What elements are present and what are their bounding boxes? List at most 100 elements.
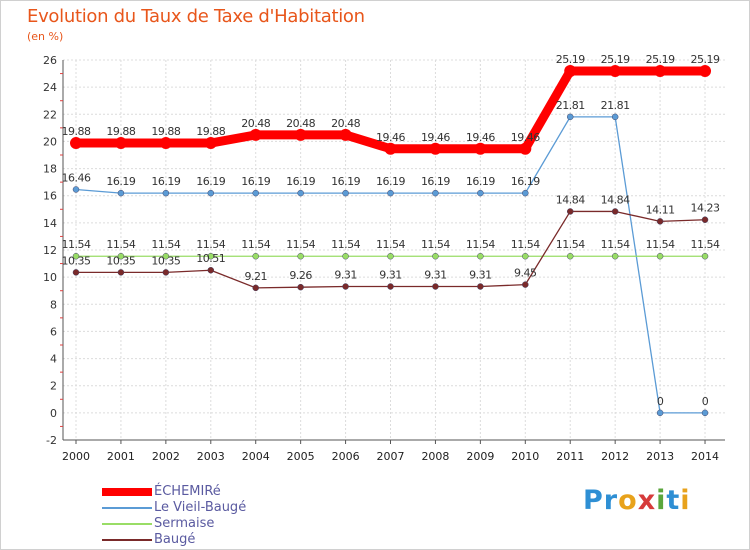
data-point — [477, 283, 484, 290]
data-label-layer: 19.88 19.88 19.88 19.88 20.48 20.48 20.48 19.46… — [62, 53, 721, 408]
data-label: 11.54 — [106, 238, 135, 251]
data-label: 16.19 — [286, 175, 315, 188]
data-label: 16.19 — [151, 175, 180, 188]
data-label: 19.88 — [62, 125, 91, 138]
data-label: 11.54 — [466, 238, 495, 251]
x-tick-label: 2001 — [107, 450, 135, 463]
data-label: 16.19 — [331, 175, 360, 188]
y-tick-label: 0 — [50, 407, 57, 420]
data-label: 10.35 — [62, 254, 91, 267]
data-point — [114, 137, 127, 150]
data-label: 19.46 — [376, 131, 405, 144]
data-point — [207, 189, 215, 197]
y-tick-label: 6 — [50, 325, 57, 338]
y-tick-label: 20 — [43, 135, 57, 148]
y-tick-label: 10 — [43, 271, 57, 284]
data-point — [432, 252, 439, 260]
logo-letter: r — [603, 485, 619, 516]
data-label: 9.31 — [379, 269, 402, 282]
data-point — [72, 252, 80, 260]
data-point — [474, 142, 487, 155]
logo-letter: i — [680, 485, 691, 516]
y-tick-label: -2 — [46, 434, 57, 447]
y-tick-label: 16 — [43, 190, 57, 203]
data-point — [701, 252, 709, 260]
data-point — [387, 189, 394, 197]
data-point — [117, 189, 125, 197]
data-point — [432, 189, 439, 197]
data-label: 20.48 — [286, 117, 315, 130]
data-point — [204, 137, 217, 150]
y-tick-label: 4 — [50, 353, 57, 366]
data-point — [297, 283, 304, 291]
data-label: 19.46 — [421, 131, 450, 144]
legend-label: Le Vieil-Baugé — [154, 500, 247, 515]
y-tick-label: 14 — [43, 217, 57, 230]
data-label: 20.48 — [241, 117, 270, 130]
data-point — [297, 252, 304, 260]
data-label: 11.54 — [151, 238, 180, 251]
data-label: 11.54 — [241, 238, 270, 251]
data-point — [564, 64, 577, 77]
data-point — [342, 283, 349, 290]
y-tick-label: 22 — [43, 108, 57, 121]
data-label: 10.35 — [151, 254, 180, 267]
x-tick-label: 2014 — [691, 450, 719, 463]
data-label: 16.46 — [62, 171, 91, 184]
data-label: 19.88 — [151, 125, 180, 138]
data-label: 11.54 — [691, 238, 720, 251]
data-point — [162, 189, 170, 197]
x-tick-label: 2012 — [601, 450, 629, 463]
data-point — [117, 252, 125, 260]
x-tick-label: 2000 — [62, 450, 90, 463]
data-point — [387, 283, 394, 290]
data-point — [522, 252, 529, 260]
data-label: 14.23 — [691, 202, 720, 215]
data-point — [339, 128, 352, 141]
data-point — [566, 113, 574, 121]
data-point — [70, 137, 82, 150]
data-point — [207, 266, 215, 274]
data-point — [72, 186, 80, 193]
x-tick-label: 2002 — [152, 450, 180, 463]
data-point — [252, 189, 259, 197]
data-label: 19.88 — [106, 125, 135, 138]
data-label: 9.31 — [469, 269, 492, 282]
x-tick-label: 2006 — [332, 450, 360, 463]
legend-label: ÉCHEMIRé — [154, 484, 221, 499]
logo-letter: x — [637, 485, 657, 516]
data-label: 25.19 — [601, 53, 630, 66]
data-label: 9.26 — [289, 269, 312, 282]
data-point — [566, 252, 574, 260]
legend-label: Sermaise — [154, 516, 215, 531]
data-label: 25.19 — [691, 53, 720, 66]
data-point — [249, 128, 262, 141]
data-label: 21.81 — [556, 99, 585, 112]
data-point — [162, 252, 170, 260]
y-tick-label: 2 — [50, 380, 57, 393]
data-label: 11.54 — [601, 238, 630, 251]
chart-title: Evolution du Taux de Taxe d'Habitation — [27, 6, 365, 27]
x-tick-label: 2010 — [511, 450, 539, 463]
x-tick-label: 2005 — [287, 450, 315, 463]
data-point — [566, 208, 574, 215]
data-label: 19.88 — [196, 125, 225, 138]
data-label: 9.31 — [424, 269, 447, 282]
data-label: 9.21 — [244, 270, 267, 283]
legend-swatch — [102, 507, 152, 509]
data-point — [429, 142, 442, 155]
data-label: 16.19 — [196, 175, 225, 188]
data-label: 9.31 — [334, 269, 357, 282]
y-tick-label: 12 — [43, 244, 57, 257]
data-point — [342, 189, 349, 197]
data-label: 11.54 — [646, 238, 675, 251]
y-tick-label: 24 — [43, 81, 57, 94]
data-label: 16.19 — [421, 175, 450, 188]
x-tick-label: 2013 — [646, 450, 674, 463]
data-point — [611, 113, 619, 121]
data-label: 25.19 — [556, 53, 585, 66]
data-label: 10.35 — [106, 254, 135, 267]
data-label: 19.46 — [511, 131, 540, 144]
